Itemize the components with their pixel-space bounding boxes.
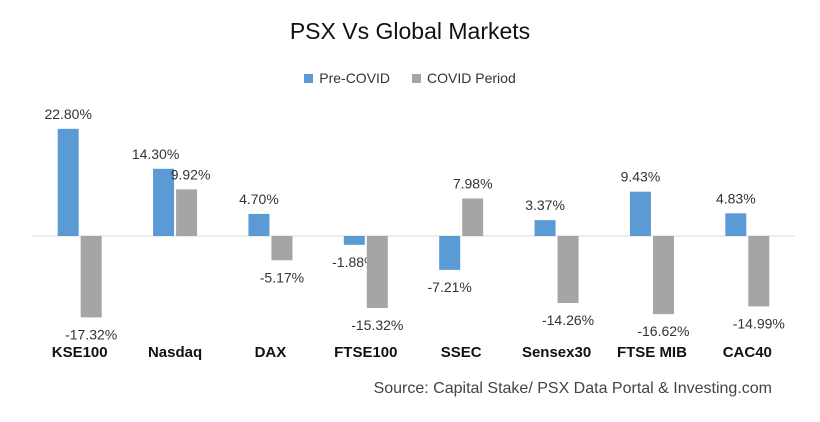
legend-swatch-pre-covid bbox=[304, 73, 314, 83]
bar-ssec-pre-covid bbox=[439, 236, 461, 270]
legend-label-pre-covid: Pre-COVID bbox=[319, 70, 391, 86]
data-label-sensex30-pre-covid: 3.37% bbox=[525, 197, 565, 213]
bar-sensex30-pre-covid bbox=[534, 220, 556, 236]
data-label-nasdaq-pre-covid: 14.30% bbox=[132, 146, 179, 162]
data-label-cac40-covid-period: -14.99% bbox=[733, 315, 785, 331]
bar-ftse100-pre-covid bbox=[343, 236, 365, 245]
data-label-ftse100-pre-covid: -1.88% bbox=[332, 254, 376, 270]
bar-ssec-covid-period bbox=[462, 198, 484, 236]
legend-item-covid-period: COVID Period bbox=[412, 70, 516, 86]
bar-dax-covid-period bbox=[271, 236, 293, 261]
data-label-cac40-pre-covid: 4.83% bbox=[716, 190, 756, 206]
data-label-sensex30-covid-period: -14.26% bbox=[542, 312, 594, 328]
legend-label-covid-period: COVID Period bbox=[427, 70, 516, 86]
bar-nasdaq-pre-covid bbox=[153, 168, 175, 236]
bar-ftse-mib-covid-period bbox=[652, 236, 674, 315]
bar-cac40-covid-period bbox=[748, 236, 770, 307]
bar-sensex30-covid-period bbox=[557, 236, 579, 304]
chart-title: PSX Vs Global Markets bbox=[289, 18, 531, 44]
bar-nasdaq-covid-period bbox=[176, 189, 198, 236]
legend-swatch-covid-period bbox=[412, 73, 422, 83]
bar-kse100-pre-covid bbox=[57, 128, 79, 236]
source-note: Source: Capital Stake/ PSX Data Portal &… bbox=[373, 380, 772, 397]
category-label-ftse-mib: FTSE MIB bbox=[617, 344, 687, 361]
data-label-dax-pre-covid: 4.70% bbox=[239, 191, 279, 207]
data-label-kse100-covid-period: -17.32% bbox=[65, 326, 117, 342]
data-label-ftse-mib-covid-period: -16.62% bbox=[637, 323, 689, 339]
bar-ftse-mib-pre-covid bbox=[629, 191, 651, 236]
data-label-kse100-pre-covid: 22.80% bbox=[44, 106, 91, 122]
category-label-cac40: CAC40 bbox=[723, 344, 772, 361]
legend: Pre-COVID COVID Period bbox=[0, 70, 820, 86]
bar-kse100-covid-period bbox=[80, 236, 102, 318]
data-label-ftse100-covid-period: -15.32% bbox=[351, 317, 403, 333]
category-label-dax: DAX bbox=[255, 344, 287, 361]
data-label-ssec-covid-period: 7.98% bbox=[453, 175, 493, 191]
data-label-nasdaq-covid-period: 9.92% bbox=[171, 166, 211, 182]
legend-item-pre-covid: Pre-COVID bbox=[304, 70, 390, 86]
data-label-ssec-pre-covid: -7.21% bbox=[428, 279, 472, 295]
category-label-sensex30: Sensex30 bbox=[522, 344, 591, 361]
category-label-ssec: SSEC bbox=[441, 344, 482, 361]
data-label-dax-covid-period: -5.17% bbox=[260, 269, 304, 285]
data-label-ftse-mib-pre-covid: 9.43% bbox=[621, 169, 661, 185]
bar-dax-pre-covid bbox=[248, 213, 270, 236]
bar-ftse100-covid-period bbox=[366, 236, 388, 309]
bar-cac40-pre-covid bbox=[725, 213, 747, 236]
category-label-nasdaq: Nasdaq bbox=[148, 344, 202, 361]
category-label-ftse100: FTSE100 bbox=[334, 344, 397, 361]
category-label-kse100: KSE100 bbox=[52, 344, 108, 361]
